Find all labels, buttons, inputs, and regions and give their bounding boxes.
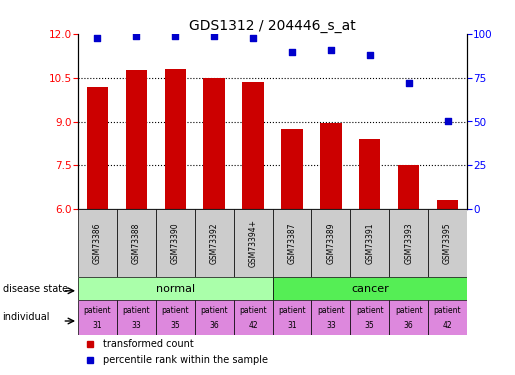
Text: patient: patient (123, 306, 150, 315)
Bar (195, 209, 234, 277)
Text: patient: patient (356, 306, 384, 315)
Bar (78, 209, 117, 277)
Point (327, 47, 335, 53)
Point (93, 34, 101, 40)
Text: GSM73391: GSM73391 (365, 222, 374, 264)
Text: normal: normal (156, 284, 195, 294)
Text: percentile rank within the sample: percentile rank within the sample (104, 355, 268, 365)
Text: GSM73386: GSM73386 (93, 222, 102, 264)
Text: patient: patient (278, 306, 306, 315)
Text: cancer: cancer (351, 284, 389, 294)
Point (366, 52, 374, 58)
Text: 33: 33 (326, 321, 336, 330)
Bar (126, 70, 147, 209)
Bar (428, 300, 467, 335)
Point (249, 34, 257, 40)
Text: GSM73393: GSM73393 (404, 222, 413, 264)
Bar (350, 209, 389, 277)
Text: GSM73395: GSM73395 (443, 222, 452, 264)
Bar (389, 209, 428, 277)
Bar (87, 87, 108, 209)
Text: 31: 31 (287, 321, 297, 330)
Text: patient: patient (83, 306, 111, 315)
Bar (203, 78, 225, 209)
Bar (398, 165, 419, 209)
Text: GSM73392: GSM73392 (210, 222, 219, 264)
Text: GSM73387: GSM73387 (287, 222, 297, 264)
Text: 31: 31 (93, 321, 102, 330)
Text: individual: individual (3, 312, 50, 322)
Text: 42: 42 (248, 321, 258, 330)
Text: patient: patient (161, 306, 189, 315)
Bar (156, 209, 195, 277)
Bar (320, 123, 341, 209)
Bar (117, 209, 156, 277)
Point (288, 48, 296, 54)
Text: disease state: disease state (3, 284, 67, 294)
Text: 36: 36 (404, 321, 414, 330)
Bar (117, 300, 156, 335)
Text: GSM73390: GSM73390 (171, 222, 180, 264)
Bar (281, 129, 303, 209)
Bar (389, 300, 428, 335)
Bar (272, 300, 312, 335)
Bar (234, 209, 272, 277)
Bar (78, 300, 117, 335)
Text: patient: patient (239, 306, 267, 315)
Point (404, 80, 413, 86)
Bar (78, 277, 272, 300)
Bar (312, 300, 350, 335)
Point (210, 33, 218, 39)
Bar (312, 209, 350, 277)
Bar (195, 300, 234, 335)
Text: 35: 35 (365, 321, 374, 330)
Text: patient: patient (200, 306, 228, 315)
Text: 35: 35 (170, 321, 180, 330)
Text: 33: 33 (131, 321, 141, 330)
Text: patient: patient (395, 306, 422, 315)
Text: patient: patient (317, 306, 345, 315)
Text: patient: patient (434, 306, 461, 315)
Bar (272, 277, 467, 300)
Bar (165, 69, 186, 209)
Title: GDS1312 / 204446_s_at: GDS1312 / 204446_s_at (189, 19, 356, 33)
Bar (359, 139, 381, 209)
Text: 36: 36 (209, 321, 219, 330)
Text: 42: 42 (443, 321, 452, 330)
Bar (234, 300, 272, 335)
Point (443, 118, 452, 124)
Point (171, 33, 179, 39)
Text: transformed count: transformed count (104, 339, 194, 349)
Text: GSM73389: GSM73389 (327, 222, 335, 264)
Text: GSM73394+: GSM73394+ (249, 219, 258, 267)
Bar (243, 82, 264, 209)
Bar (428, 209, 467, 277)
Bar (272, 209, 312, 277)
Bar (156, 300, 195, 335)
Point (132, 33, 141, 39)
Bar (437, 200, 458, 209)
Text: GSM73388: GSM73388 (132, 222, 141, 264)
Bar (350, 300, 389, 335)
